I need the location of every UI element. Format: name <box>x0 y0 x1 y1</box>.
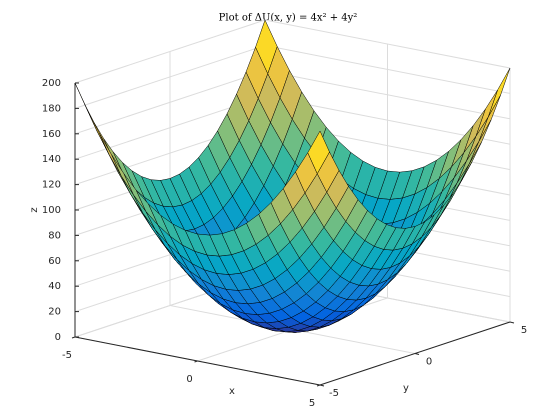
z-tick-label: 80 <box>48 230 61 241</box>
y-tick-label: 5 <box>521 325 527 336</box>
y-tick-label: 0 <box>426 357 432 368</box>
y-axis-label: y <box>403 383 409 394</box>
z-tick-label: 0 <box>55 332 61 343</box>
y-tick <box>319 384 325 387</box>
x-tick <box>316 384 321 387</box>
z-tick-label: 40 <box>48 281 61 292</box>
x-axis-label: x <box>229 386 235 397</box>
z-tick-label: 200 <box>42 78 61 89</box>
x-tick-label: 5 <box>309 398 315 409</box>
z-tick-label: 20 <box>48 307 61 318</box>
x-tick-label: 0 <box>186 374 192 385</box>
z-tick-label: 60 <box>48 256 61 267</box>
surface-face <box>307 130 330 174</box>
y-tick-label: -5 <box>329 388 339 399</box>
z-tick-label: 140 <box>42 154 61 165</box>
x-tick <box>71 336 76 339</box>
z-tick-label: 120 <box>42 180 61 191</box>
z-tick-label: 180 <box>42 103 61 114</box>
y-tick <box>414 353 420 355</box>
chart-title: Plot of ΔU(x, y) = 4x² + 4y² <box>219 13 358 24</box>
y-tick <box>509 321 515 324</box>
z-tick-label: 160 <box>42 129 61 140</box>
x-tick <box>194 360 198 363</box>
z-axis-label: z <box>29 207 40 212</box>
z-tick-label: 100 <box>42 205 61 216</box>
x-tick-label: -5 <box>62 350 72 361</box>
